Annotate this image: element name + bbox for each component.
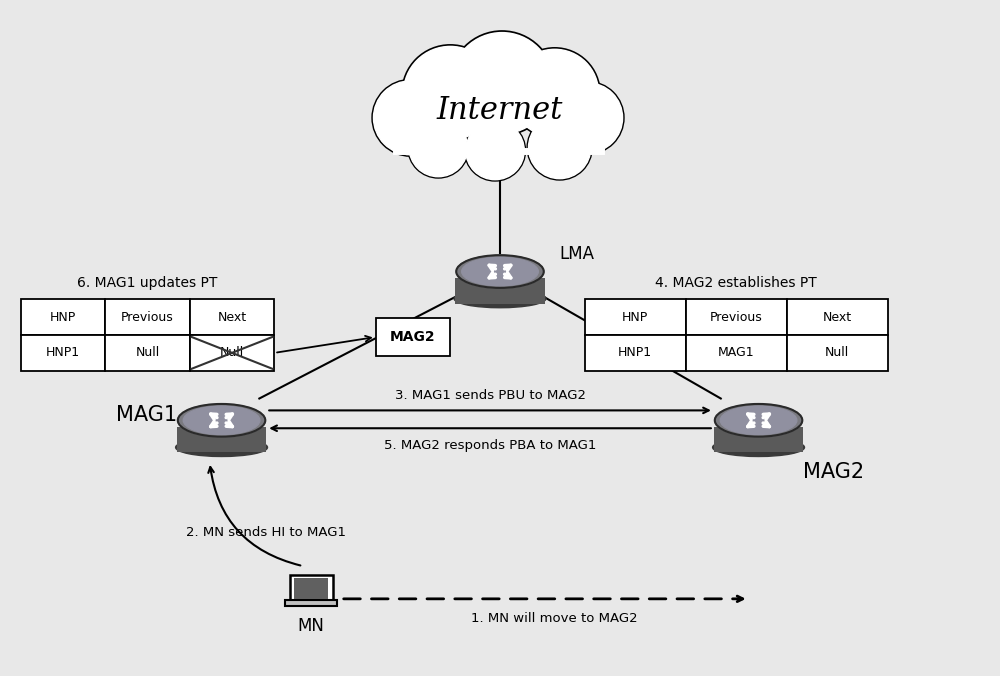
- Circle shape: [373, 80, 448, 155]
- Text: 5. MAG2 responds PBA to MAG1: 5. MAG2 responds PBA to MAG1: [384, 439, 596, 452]
- Bar: [105, 299, 190, 335]
- Circle shape: [451, 32, 553, 134]
- Bar: [787, 299, 888, 335]
- Circle shape: [465, 121, 525, 180]
- Text: 1. MN will move to MAG2: 1. MN will move to MAG2: [471, 612, 638, 625]
- Bar: [190, 335, 274, 370]
- Text: 3. MAG1 sends PBU to MAG2: 3. MAG1 sends PBU to MAG2: [395, 389, 586, 402]
- Ellipse shape: [715, 404, 802, 437]
- Circle shape: [552, 83, 623, 153]
- Text: MAG1: MAG1: [718, 346, 754, 360]
- Bar: [190, 299, 274, 335]
- Text: 6. MAG1 updates PT: 6. MAG1 updates PT: [77, 276, 218, 291]
- Circle shape: [409, 118, 468, 177]
- Circle shape: [403, 45, 498, 141]
- Circle shape: [450, 32, 554, 135]
- Circle shape: [528, 116, 591, 179]
- Bar: [376, 318, 450, 356]
- Text: Internet: Internet: [437, 95, 563, 126]
- Bar: [787, 335, 888, 370]
- Text: MAG2: MAG2: [390, 330, 436, 344]
- Text: Next: Next: [217, 311, 247, 324]
- Circle shape: [552, 82, 623, 153]
- Text: Previous: Previous: [710, 311, 763, 324]
- Text: LMA: LMA: [560, 245, 595, 263]
- Ellipse shape: [183, 406, 260, 435]
- FancyBboxPatch shape: [285, 600, 337, 606]
- Text: Previous: Previous: [121, 311, 174, 324]
- FancyBboxPatch shape: [290, 575, 333, 602]
- Text: HNP: HNP: [50, 311, 76, 324]
- FancyBboxPatch shape: [455, 279, 545, 304]
- Text: 2. MN sends HI to MAG1: 2. MN sends HI to MAG1: [186, 526, 346, 539]
- Text: MAG1: MAG1: [116, 406, 178, 425]
- Bar: [105, 335, 190, 370]
- Ellipse shape: [720, 406, 797, 435]
- Text: 4. MAG2 establishes PT: 4. MAG2 establishes PT: [655, 276, 817, 291]
- Text: Null: Null: [220, 346, 244, 360]
- Bar: [21, 335, 105, 370]
- Circle shape: [373, 81, 448, 155]
- Ellipse shape: [456, 255, 544, 288]
- Text: MN: MN: [298, 617, 324, 635]
- Circle shape: [511, 49, 599, 137]
- Bar: [585, 335, 686, 370]
- Ellipse shape: [454, 289, 546, 308]
- Text: Next: Next: [823, 311, 852, 324]
- Ellipse shape: [178, 404, 265, 437]
- Text: Null: Null: [825, 346, 849, 360]
- Text: Null: Null: [135, 346, 160, 360]
- Bar: [585, 299, 686, 335]
- Text: HNP: HNP: [622, 311, 648, 324]
- Circle shape: [510, 49, 599, 138]
- Text: MAG2: MAG2: [803, 462, 864, 482]
- FancyBboxPatch shape: [714, 427, 803, 452]
- Text: HNP1: HNP1: [46, 346, 80, 360]
- Circle shape: [403, 47, 497, 140]
- Text: HNP1: HNP1: [618, 346, 652, 360]
- FancyBboxPatch shape: [177, 427, 266, 452]
- Circle shape: [528, 116, 591, 178]
- Ellipse shape: [462, 258, 538, 286]
- Bar: [686, 299, 787, 335]
- Circle shape: [466, 122, 524, 180]
- Ellipse shape: [176, 438, 267, 456]
- Circle shape: [409, 118, 468, 176]
- Ellipse shape: [713, 438, 804, 456]
- Bar: [21, 299, 105, 335]
- FancyBboxPatch shape: [294, 578, 328, 599]
- Bar: [686, 335, 787, 370]
